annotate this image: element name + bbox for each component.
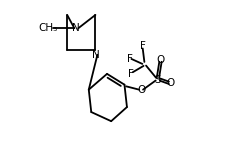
Text: O: O	[167, 78, 175, 88]
Text: F: F	[126, 54, 132, 64]
Text: CH₃: CH₃	[38, 23, 58, 33]
Text: S: S	[154, 75, 161, 85]
Text: F: F	[128, 69, 134, 79]
Text: O: O	[156, 55, 164, 65]
Text: O: O	[137, 85, 145, 95]
Text: F: F	[140, 42, 146, 51]
Text: N: N	[92, 50, 99, 60]
Text: N: N	[72, 23, 80, 33]
